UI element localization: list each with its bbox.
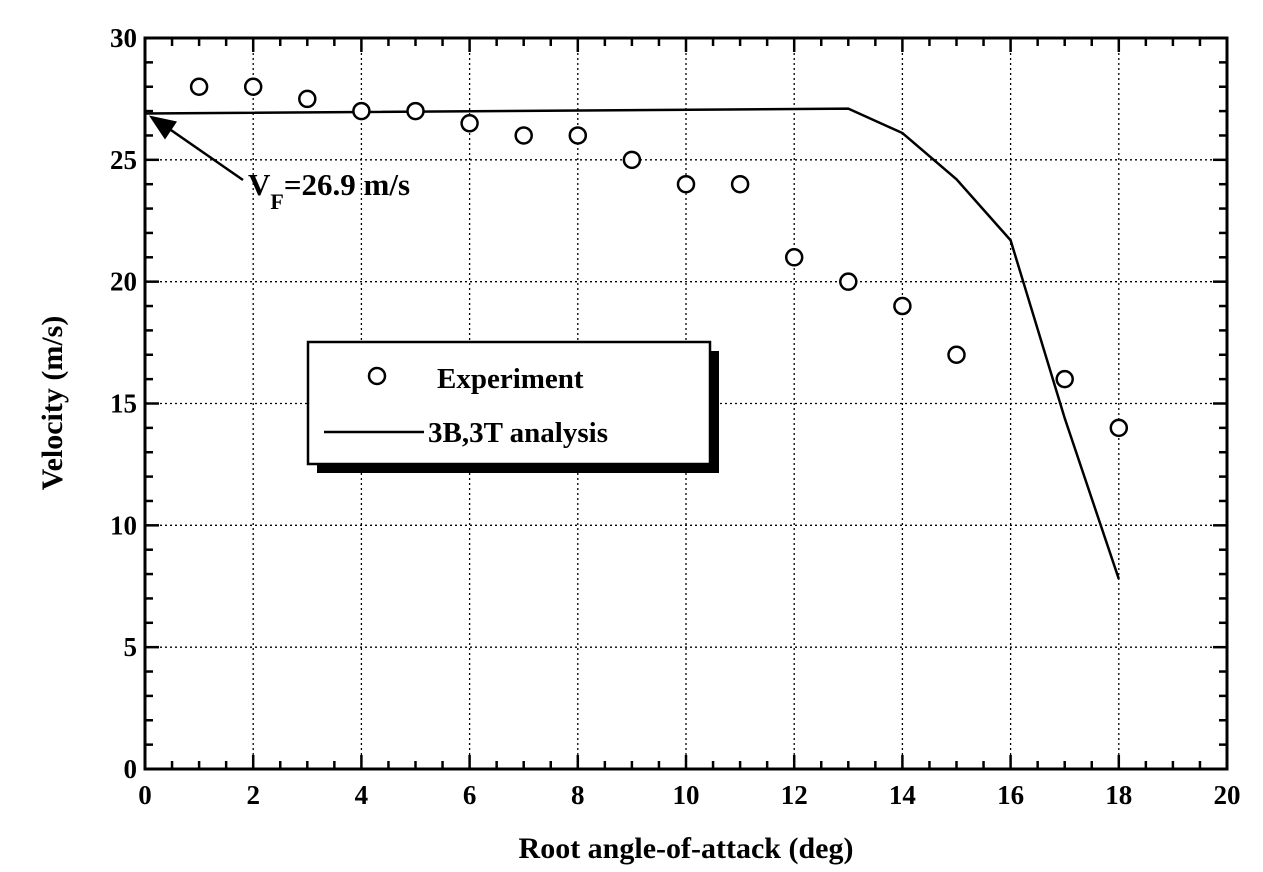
experiment-point xyxy=(298,89,317,109)
experiment-point xyxy=(514,126,533,145)
x-tick-label: 4 xyxy=(355,780,369,810)
experiment-point xyxy=(1109,418,1129,438)
experiment-point xyxy=(243,77,263,96)
experiment-point xyxy=(406,101,425,121)
plot-frame xyxy=(143,36,1229,771)
experiment-point xyxy=(839,272,858,291)
legend-label-analysis: 3B,3T analysis xyxy=(428,417,608,449)
y-tick-label: 25 xyxy=(110,145,137,175)
experiment-series xyxy=(189,77,1129,438)
analysis-line xyxy=(144,107,1120,580)
x-tick-labels: 0 2 4 6 8 10 12 14 16 18 20 xyxy=(138,780,1240,810)
x-tick-label: 14 xyxy=(889,780,916,810)
x-tick-label: 2 xyxy=(246,780,260,810)
legend-label-experiment: Experiment xyxy=(437,363,584,395)
experiment-point xyxy=(622,150,642,170)
x-axis-title: Root angle-of-attack (deg) xyxy=(519,832,854,865)
x-tick-label: 12 xyxy=(781,780,808,810)
experiment-point xyxy=(460,114,479,133)
experiment-point xyxy=(730,174,750,194)
y-tick-label: 10 xyxy=(110,510,137,540)
y-tick-label: 15 xyxy=(110,389,137,419)
experiment-point xyxy=(893,296,912,316)
x-tick-label: 18 xyxy=(1105,780,1132,810)
experiment-point xyxy=(784,248,804,267)
y-axis-title: Velocity (m/s) xyxy=(36,316,69,491)
legend: Experiment 3B,3T analysis xyxy=(306,340,719,473)
x-tick-label: 8 xyxy=(571,780,585,810)
x-tick-label: 10 xyxy=(673,780,700,810)
y-tick-label: 30 xyxy=(110,23,137,53)
annotation-text: VF=26.9 m/s xyxy=(248,167,410,214)
y-tick-label: 0 xyxy=(124,754,138,784)
experiment-point xyxy=(947,345,966,365)
x-tick-label: 16 xyxy=(997,780,1024,810)
experiment-point xyxy=(676,174,696,194)
x-tick-label: 0 xyxy=(138,780,152,810)
x-tick-label: 20 xyxy=(1214,780,1241,810)
annotation-arrow-line xyxy=(162,123,244,182)
experiment-point xyxy=(568,126,588,145)
experiment-point xyxy=(189,77,209,96)
y-tick-labels: 0 5 10 15 20 25 30 xyxy=(110,23,137,784)
y-tick-label: 20 xyxy=(110,267,137,297)
legend-marker-experiment xyxy=(367,366,387,386)
x-tick-label: 6 xyxy=(463,780,477,810)
analysis-series xyxy=(144,107,1120,580)
annotation-arrowhead xyxy=(149,115,177,140)
annotation: VF=26.9 m/s xyxy=(149,115,410,214)
experiment-point xyxy=(352,101,371,121)
y-tick-label: 5 xyxy=(124,632,138,662)
legend-box xyxy=(306,340,712,466)
experiment-point xyxy=(1055,369,1074,389)
